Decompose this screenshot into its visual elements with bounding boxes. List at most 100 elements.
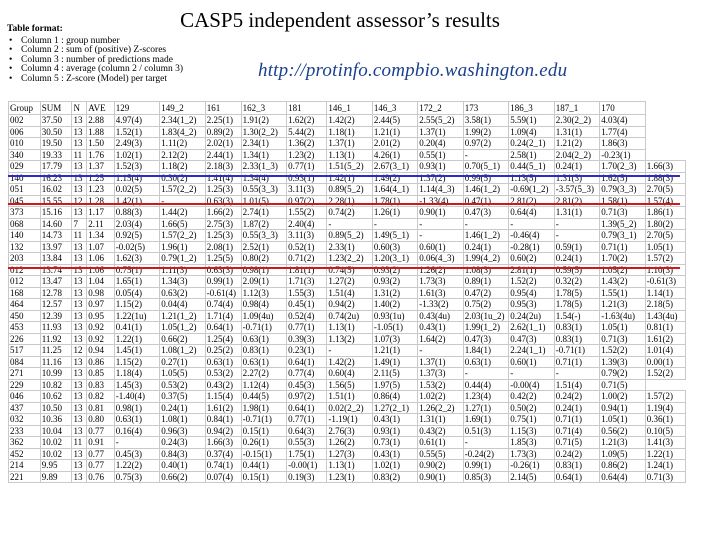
table-cell: 1.76 [86,148,115,161]
table-cell: 1.34(4) [240,171,288,184]
table-cell: 1.45(3) [113,378,161,391]
column-header: Group [8,101,41,115]
table-cell: 1.01(4) [644,344,686,357]
table-cell: 1.62(5) [599,171,646,184]
table-cell: 1.50 [86,137,115,150]
table-row: 340 19.33 11 1.76 1.02(1) 2.12(2) 2.44(1) 1.34(… [8,148,686,161]
table-cell: 1.23(1) [326,470,373,483]
table-cell: -0.00(1) [286,459,328,472]
table-cell: 13 [71,125,88,138]
table-cell: 0.85(3) [462,470,510,483]
table-cell: 11 [71,436,88,449]
table-cell: 450 [8,309,41,322]
table-cell: 14.73 [39,229,73,242]
table-cell: 13 [71,240,88,253]
table-cell: 0.16(4) [113,424,161,437]
table-cell: 1.11(3) [159,263,206,276]
table-cell: 11.25 [39,344,73,357]
table-cell: 1.21(1_2) [159,309,206,322]
table-cell: 1.49(5_1) [371,229,419,242]
table-cell: 1.11(2) [159,137,206,150]
table-cell: 1.22(2) [113,459,161,472]
table-cell: 0.19(3) [286,470,328,483]
table-cell: 10.02 [39,436,73,449]
table-row: 068 14.60 7 2.11 2.03(4) 1.66(5) 2.75(3) 1.87(2… [8,217,686,230]
table-cell: 0.98(4) [240,298,288,311]
table-cell: 1.02(1) [371,459,419,472]
table-cell: 1.18(4) [113,367,161,380]
table-cell: - [113,436,161,449]
table-cell: 1.02(1) [113,148,161,161]
table-cell: - [508,217,555,230]
table-row: 084 11.16 13 0.86 1.15(2) 0.27(1) 0.63(1) 0.63(… [8,355,686,368]
table-cell: 010 [8,137,41,150]
results-table: Group SUM N AVE 129 149_2 161 162_3 181 146_1 146_… [8,101,686,483]
table-row: 450 12.39 13 0.95 1.22(1u) 1.21(1_2) 1.71(4) 1.… [8,309,686,322]
table-cell: 0.77 [86,424,115,437]
table-cell: 5.44(2) [286,125,328,138]
table-cell: 13 [71,321,88,334]
table-cell: 0.77 [86,459,115,472]
table-cell: 0.27(1) [159,355,206,368]
table-cell: 1.23(4) [462,390,510,403]
table-cell: 1.52(2) [644,367,686,380]
table-cell: 0.02(5) [113,183,161,196]
table-cell: 1.21(3) [599,436,646,449]
table-cell: 2.03(4) [113,217,161,230]
table-cell: 37.50 [39,114,73,127]
table-cell: 10.82 [39,378,73,391]
table-cell: 1.66(5) [159,217,206,230]
table-cell: 16.02 [39,183,73,196]
table-cell: 1.42(1) [326,171,373,184]
table-cell: 453 [8,321,41,334]
table-cell: 1.25(5) [204,252,242,265]
table-cell: 13 [71,378,88,391]
table-row: 226 11.92 13 0.92 1.22(1) 0.66(2) 1.25(4) 0.63(… [8,332,686,345]
table-cell: 452 [8,447,41,460]
table-cell: 1.52(2) [599,344,646,357]
table-cell: 2.12(2) [159,148,206,161]
table-cell: -1.33(2) [417,298,464,311]
table-cell: 0.83(1) [553,332,601,345]
format-item: Column 2 : sum of (positive) Z-scores [7,46,183,56]
table-cell: 1.87(2) [240,217,288,230]
table-cell: 1.26(2) [326,436,373,449]
table-cell: 0.99(1) [462,459,510,472]
table-cell: -0.28(1) [508,240,555,253]
table-cell: 0.04(4) [159,298,206,311]
table-cell: 0.71(2) [286,252,328,265]
table-cell: 1.99(4_2) [462,252,510,265]
table-cell: -0.69(1_2) [508,183,555,196]
table-cell: 0.40(1) [159,459,206,472]
table-cell: 0.15(1) [240,424,288,437]
table-cell: 1.88 [86,125,115,138]
table-cell: - [462,436,510,449]
table-cell: - [417,229,464,242]
table-cell: 0.43(1) [371,413,419,426]
table-cell: 0.83(2) [371,470,419,483]
table-cell: 13 [71,401,88,414]
table-cell: 1.13(2) [326,332,373,345]
table-cell: 0.56(2) [599,424,646,437]
table-cell: - [462,217,510,230]
table-cell: 1.52(1) [113,125,161,138]
table-cell: 0.64(3) [286,424,328,437]
table-cell: 19.33 [39,148,73,161]
table-cell: 1.42(2) [326,355,373,368]
table-cell: 10.04 [39,424,73,437]
table-cell: 0.66(2) [159,332,206,345]
table-cell: 1.40(2) [371,298,419,311]
table-cell: 13 [71,459,88,472]
table-cell: 0.93(1) [371,424,419,437]
table-cell: 1.51(4) [553,378,601,391]
table-cell: 1.46(1_2) [462,229,510,242]
table-cell: 1.21(2) [553,137,601,150]
table-cell: 13 [71,183,88,196]
table-cell: 10.50 [39,401,73,414]
table-cell: 1.13(1) [326,148,373,161]
table-cell: 0.43(1) [417,321,464,334]
table-cell: 1.14(1) [644,286,686,299]
table-cell: 0.44(5) [240,390,288,403]
table-cell: 1.25(3) [204,229,242,242]
table-cell: 1.21(3) [599,298,646,311]
